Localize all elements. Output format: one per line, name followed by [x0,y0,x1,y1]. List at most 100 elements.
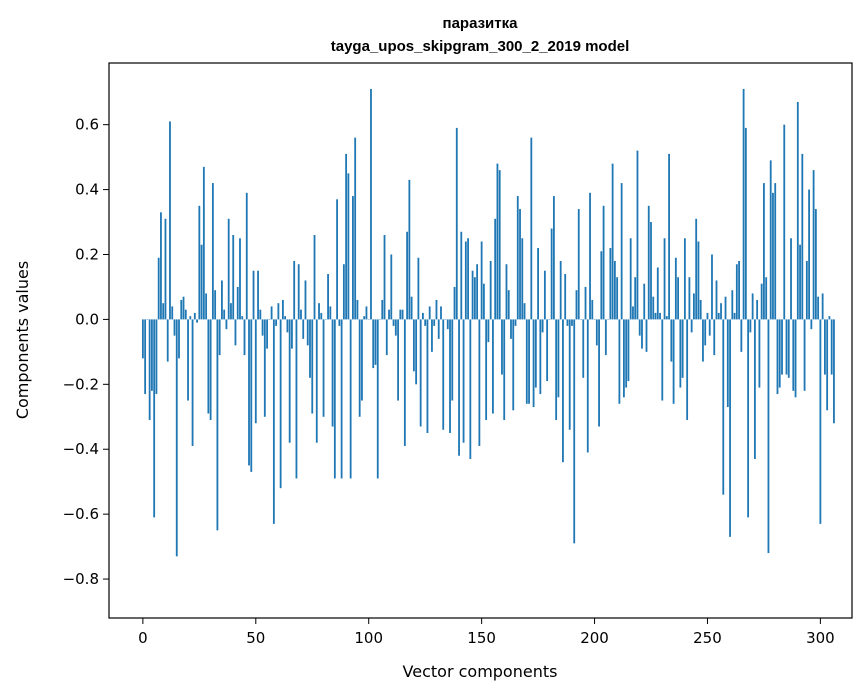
bar-137 [451,319,454,401]
bar-55 [266,319,268,349]
bar-13 [171,306,174,320]
bar-238 [679,319,682,388]
bar-244 [693,293,695,320]
bar-88 [340,319,343,479]
bar-7 [157,257,160,320]
bar-234 [670,319,673,362]
bar-259 [726,319,729,408]
bar-298 [814,209,817,320]
bar-64 [286,319,289,333]
bar-229 [659,312,661,320]
bar-116 [403,319,406,446]
bar-215 [627,319,630,382]
bar-129 [433,319,436,326]
bar-25 [198,205,201,320]
bar-218 [634,277,637,320]
bar-221 [641,319,643,349]
bar-163 [510,319,512,339]
bar-177 [541,319,544,333]
bar-63 [284,316,287,320]
bar-266 [742,88,745,320]
bar-306 [833,319,835,424]
bar-267 [744,127,747,320]
bar-38 [227,218,230,320]
bar-172 [530,137,533,320]
bar-173 [532,319,535,408]
bar-275 [763,183,765,320]
bar-1 [144,319,147,395]
bar-295 [808,189,810,320]
bar-133 [442,319,445,430]
bar-226 [652,296,655,320]
bar-123 [419,319,422,427]
bar-203 [600,251,603,320]
bar-44 [241,316,244,320]
bar-51 [257,270,259,320]
bar-211 [618,319,621,404]
bar-178 [543,270,546,320]
bar-29 [207,319,210,414]
bar-293 [803,319,806,391]
bar-35 [221,280,223,320]
chart-title-line2: tayga_upos_skipgram_300_2_2019 model [331,38,630,55]
bar-213 [623,319,625,398]
bar-297 [812,170,815,320]
bar-128 [431,319,433,352]
bar-190 [571,319,573,326]
bar-135 [446,319,449,330]
bar-193 [577,209,580,320]
bar-170 [525,319,528,404]
bar-125 [424,319,427,326]
bar-22 [191,319,194,446]
y-tick-label-6: 0.4 [75,181,99,199]
bar-14 [173,319,176,336]
bar-280 [774,183,777,320]
bar-249 [704,319,707,346]
bar-9 [162,303,165,320]
bar-140 [458,319,460,456]
bar-156 [494,218,497,320]
x-tick-label-4: 200 [580,629,609,647]
bar-61 [279,319,282,489]
bar-231 [663,238,666,320]
bar-104 [376,319,379,479]
bar-240 [683,238,686,320]
bar-28 [205,293,208,320]
bars-group [141,88,835,557]
bar-155 [492,319,494,414]
bar-158 [498,170,501,320]
bar-76 [313,235,316,320]
bar-73 [306,319,309,346]
bar-36 [223,309,226,320]
bar-165 [514,319,517,326]
bar-162 [507,290,510,320]
bar-93 [352,196,354,320]
bar-217 [632,306,634,320]
bar-207 [609,248,612,320]
bar-90 [345,153,348,320]
bar-189 [568,319,571,430]
bar-302 [824,319,826,375]
bar-8 [160,212,162,320]
bar-284 [783,124,786,320]
x-tick-label-3: 150 [467,629,496,647]
y-tick-label-1: −0.6 [63,505,99,523]
bar-11 [166,319,169,362]
bar-171 [528,319,530,404]
bar-208 [611,163,614,320]
bar-222 [643,283,646,320]
bar-292 [801,153,804,320]
y-tick-label-3: −0.2 [63,375,99,393]
bar-245 [695,218,698,320]
bar-23 [193,312,196,320]
bar-68 [295,319,298,479]
bar-45 [243,319,246,356]
bar-145 [469,319,472,459]
bar-96 [358,319,361,417]
bar-50 [254,319,257,424]
bar-146 [471,270,474,320]
bar-243 [690,319,693,333]
bar-34 [218,319,221,356]
bar-265 [740,319,743,352]
